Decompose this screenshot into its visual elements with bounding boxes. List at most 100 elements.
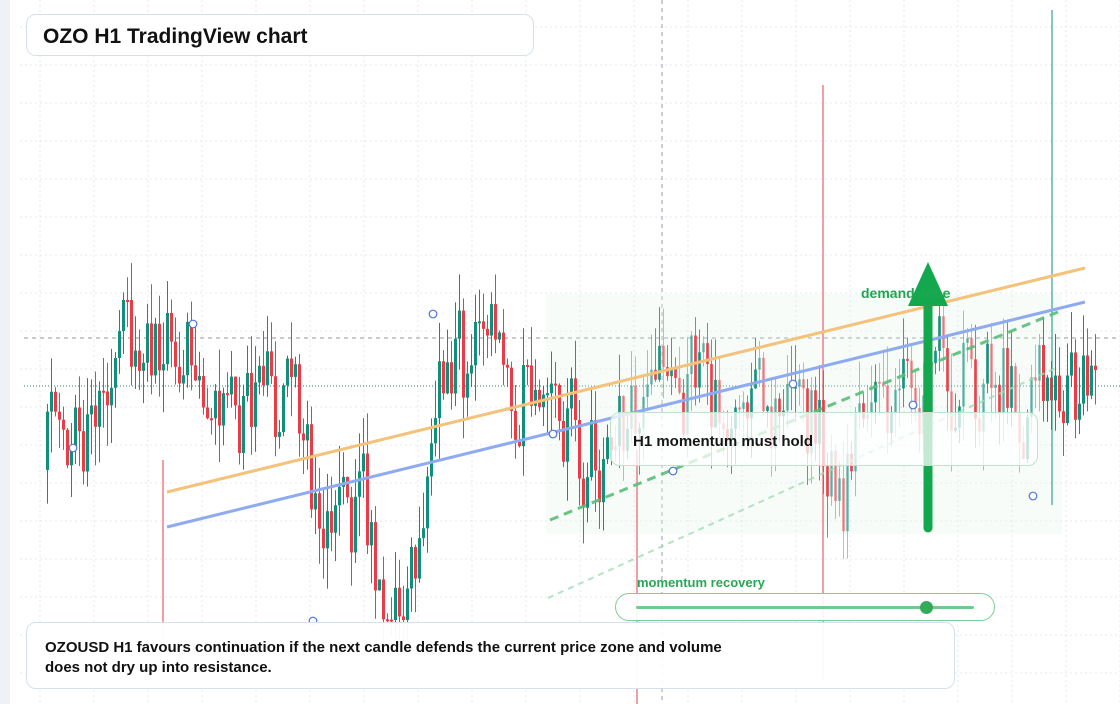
- candle-body: [898, 388, 901, 391]
- candle-body: [490, 304, 493, 336]
- candle-body: [878, 381, 881, 384]
- candle-body: [58, 411, 61, 420]
- candle-body: [698, 352, 701, 388]
- candle-body: [126, 300, 129, 302]
- candle-body: [414, 546, 417, 579]
- candle-body: [494, 304, 497, 340]
- candle-body: [102, 390, 105, 393]
- candle-body: [454, 338, 457, 394]
- candle-body: [634, 385, 637, 434]
- candle-body: [598, 470, 601, 503]
- candle-body: [1014, 366, 1017, 413]
- candle-body: [94, 405, 97, 427]
- candle-body: [1066, 375, 1069, 424]
- candle-body: [438, 361, 441, 419]
- candle-body: [402, 616, 405, 620]
- candle-body: [70, 448, 73, 466]
- candle-body: [218, 390, 221, 426]
- candle-body: [326, 511, 329, 549]
- candle-body: [410, 546, 413, 589]
- candle-body: [686, 373, 689, 435]
- candle-body: [302, 433, 305, 441]
- candle-body: [678, 377, 681, 393]
- signal-marker: [1028, 491, 1038, 501]
- analysis-summary-box: OZOUSD H1 favours continuation if the ne…: [26, 622, 955, 689]
- candle-body: [602, 459, 605, 503]
- candle-body: [134, 350, 137, 367]
- candle-body: [874, 381, 877, 403]
- candle-body: [886, 385, 889, 433]
- candle-body: [830, 450, 833, 497]
- candle-body: [754, 369, 757, 389]
- candle-body: [766, 406, 769, 412]
- candle-body: [710, 364, 713, 428]
- candle-body: [1002, 348, 1005, 414]
- candle-body: [1078, 403, 1081, 420]
- candle-body: [590, 420, 593, 478]
- candle-body: [242, 395, 245, 453]
- candle-body: [946, 348, 949, 392]
- candle-body: [990, 343, 993, 389]
- candle-body: [666, 367, 669, 377]
- candle-body: [86, 414, 89, 472]
- candle-body: [66, 429, 69, 466]
- candle-body: [214, 390, 217, 419]
- candle-body: [154, 323, 157, 376]
- candle-body: [258, 365, 261, 383]
- candle-body: [894, 389, 897, 413]
- candle-body: [690, 335, 693, 374]
- candle-body: [670, 367, 673, 377]
- momentum-recovery-slider[interactable]: [615, 593, 995, 621]
- candle-body: [778, 398, 781, 417]
- candle-body: [566, 408, 569, 462]
- candle-body: [138, 350, 141, 371]
- candle-body: [826, 466, 829, 497]
- candle-body: [146, 323, 149, 363]
- candle-body: [366, 453, 369, 546]
- candle-body: [650, 369, 653, 385]
- candle-body: [122, 300, 125, 332]
- candle-body: [974, 359, 977, 419]
- candle-body: [318, 493, 321, 529]
- candle-body: [466, 373, 469, 398]
- candle-body: [434, 418, 437, 444]
- candle-body: [510, 367, 513, 411]
- candle-body: [470, 365, 473, 374]
- candle-body: [262, 365, 265, 386]
- candle-body: [150, 323, 153, 376]
- momentum-callout-text: H1 momentum must hold: [633, 433, 814, 450]
- candle-body: [162, 364, 165, 371]
- candle-body: [674, 367, 677, 378]
- candle-body: [274, 376, 277, 437]
- signal-marker: [428, 309, 438, 319]
- candle-body: [130, 300, 133, 367]
- candle-body: [90, 405, 93, 415]
- candle-body: [474, 322, 477, 366]
- candle-body: [998, 384, 1001, 414]
- candle-body: [538, 389, 541, 408]
- candle-body: [514, 410, 517, 440]
- candle-body: [914, 388, 917, 409]
- candle-body: [166, 312, 169, 365]
- candle-body: [110, 387, 113, 406]
- candle-body: [238, 405, 241, 453]
- candle-body: [158, 323, 161, 371]
- candle-body: [78, 407, 81, 432]
- candle-body: [118, 331, 121, 358]
- candle-body: [482, 321, 485, 329]
- candle-body: [198, 376, 201, 381]
- candle-body: [462, 310, 465, 398]
- candle-body: [858, 403, 861, 412]
- candle-body: [394, 587, 397, 620]
- candle-body: [1074, 352, 1077, 420]
- candle-body: [1010, 366, 1013, 408]
- candle-body: [502, 332, 505, 365]
- candle-body: [798, 379, 801, 387]
- candle-body: [210, 418, 213, 421]
- momentum-callout: H1 momentum must hold: [610, 412, 1038, 466]
- slider-thumb[interactable]: [920, 601, 934, 614]
- candle-body: [230, 376, 233, 395]
- candle-body: [846, 453, 849, 532]
- candle-body: [234, 376, 237, 406]
- candle-body: [950, 391, 953, 431]
